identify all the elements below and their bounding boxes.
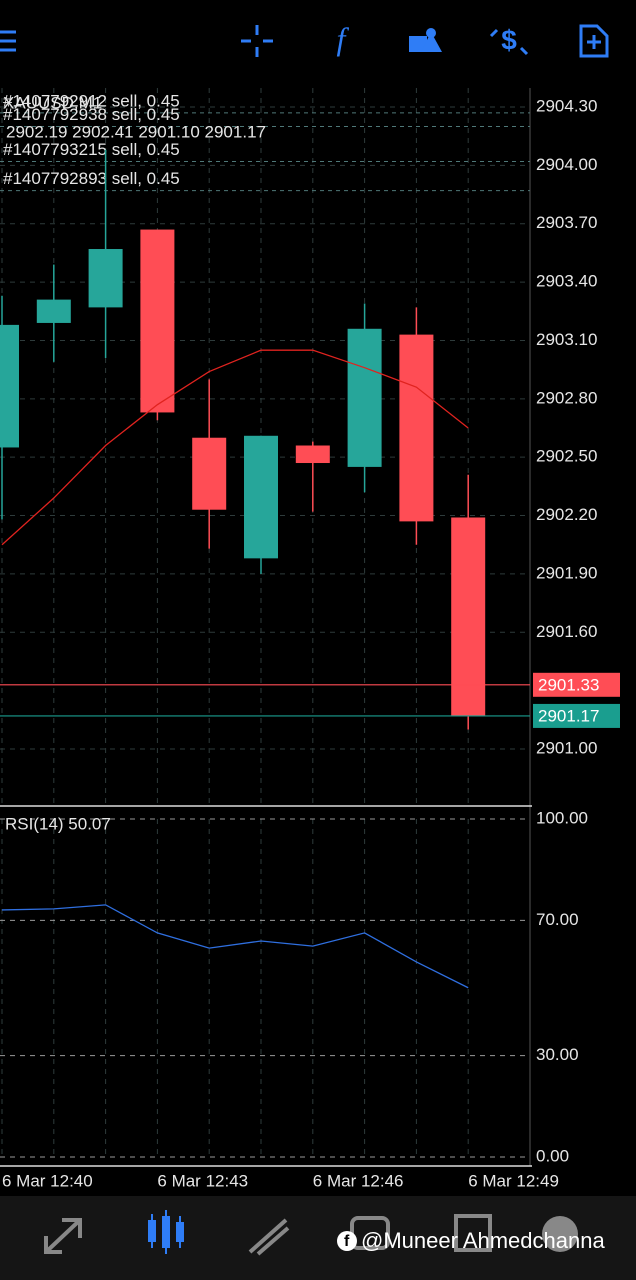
- watermark-text: @Muneer Ahmedchanna: [361, 1228, 605, 1253]
- candle-body: [399, 334, 434, 522]
- y-tick-label: 30.00: [536, 1045, 579, 1064]
- objects-button[interactable]: [409, 28, 442, 52]
- order-label: #1407792912 sell, 0.45: [3, 91, 180, 110]
- candle-body: [88, 249, 123, 308]
- symbol-label: XAUUSD,M1: [3, 93, 102, 112]
- x-tick-label: 6 Mar 12:40: [2, 1171, 93, 1190]
- y-tick-label: 2901.90: [536, 563, 597, 582]
- price-badge: [533, 672, 620, 697]
- y-tick-label: 2901.00: [536, 738, 597, 757]
- candle-body: [244, 435, 278, 559]
- watermark: f @Muneer Ahmedchanna: [337, 1228, 605, 1253]
- y-tick-label: 2903.40: [536, 272, 597, 291]
- x-tick-label: 6 Mar 12:43: [157, 1171, 248, 1190]
- candle-body: [347, 328, 382, 467]
- new-order-button[interactable]: [579, 24, 609, 58]
- trade-tab[interactable]: [248, 1218, 290, 1256]
- y-tick-label: 0.00: [536, 1146, 569, 1165]
- price-badge-label: 2901.17: [538, 706, 599, 725]
- candle-body: [192, 437, 227, 510]
- y-tick-label: 2904.00: [536, 155, 597, 174]
- svg-text:$: $: [501, 24, 517, 55]
- order-label: #1407793215 sell, 0.45: [3, 140, 180, 159]
- trade-button[interactable]: $: [489, 24, 529, 55]
- candle-body: [140, 229, 175, 413]
- crosshair-button[interactable]: [241, 25, 273, 57]
- candle-body: [295, 445, 330, 464]
- y-tick-label: 2902.80: [536, 388, 597, 407]
- y-tick-label: 2901.60: [536, 622, 597, 641]
- settings-tab[interactable]: [542, 1216, 578, 1252]
- chart-tab[interactable]: [148, 1210, 184, 1254]
- indicator-title: RSI(14) 50.07: [5, 814, 111, 833]
- ohlc-label: 2902.19 2902.41 2901.10 2901.17: [6, 122, 266, 141]
- rsi-line: [1, 904, 469, 989]
- top-toolbar: f $: [0, 20, 609, 58]
- candle-body: [36, 299, 71, 323]
- candle-body: [0, 324, 19, 448]
- rsi-chart: 100.00 70.00 30.00 0.00 RSI(14) 50.07: [0, 808, 588, 1165]
- y-tick-label: 2903.10: [536, 330, 597, 349]
- svg-text:f: f: [344, 1233, 350, 1250]
- y-tick-label: 2902.20: [536, 505, 597, 524]
- y-tick-label: 2902.50: [536, 447, 597, 466]
- y-tick-label: 2904.30: [536, 96, 597, 115]
- order-label: #1407792893 sell, 0.45: [3, 169, 180, 188]
- x-tick-label: 6 Mar 12:49: [468, 1171, 559, 1190]
- moving-average: [1, 349, 469, 546]
- y-tick-label: 100.00: [536, 808, 588, 827]
- candle-body: [451, 517, 486, 716]
- messages-tab[interactable]: [454, 1214, 492, 1252]
- x-tick-label: 6 Mar 12:46: [313, 1171, 404, 1190]
- y-tick-label: 70.00: [536, 910, 579, 929]
- y-tick-label: 2903.70: [536, 213, 597, 232]
- menu-button[interactable]: [0, 30, 16, 52]
- bottom-nav: [0, 1196, 636, 1280]
- price-chart: 2904.30 2904.00 2903.70 2903.40 2903.10 2902.…: [0, 88, 620, 1190]
- price-badge: [533, 703, 620, 728]
- quotes-tab[interactable]: [44, 1218, 82, 1254]
- price-badge-label: 2901.33: [538, 675, 599, 694]
- order-label: #1407792938 sell, 0.45: [3, 105, 180, 124]
